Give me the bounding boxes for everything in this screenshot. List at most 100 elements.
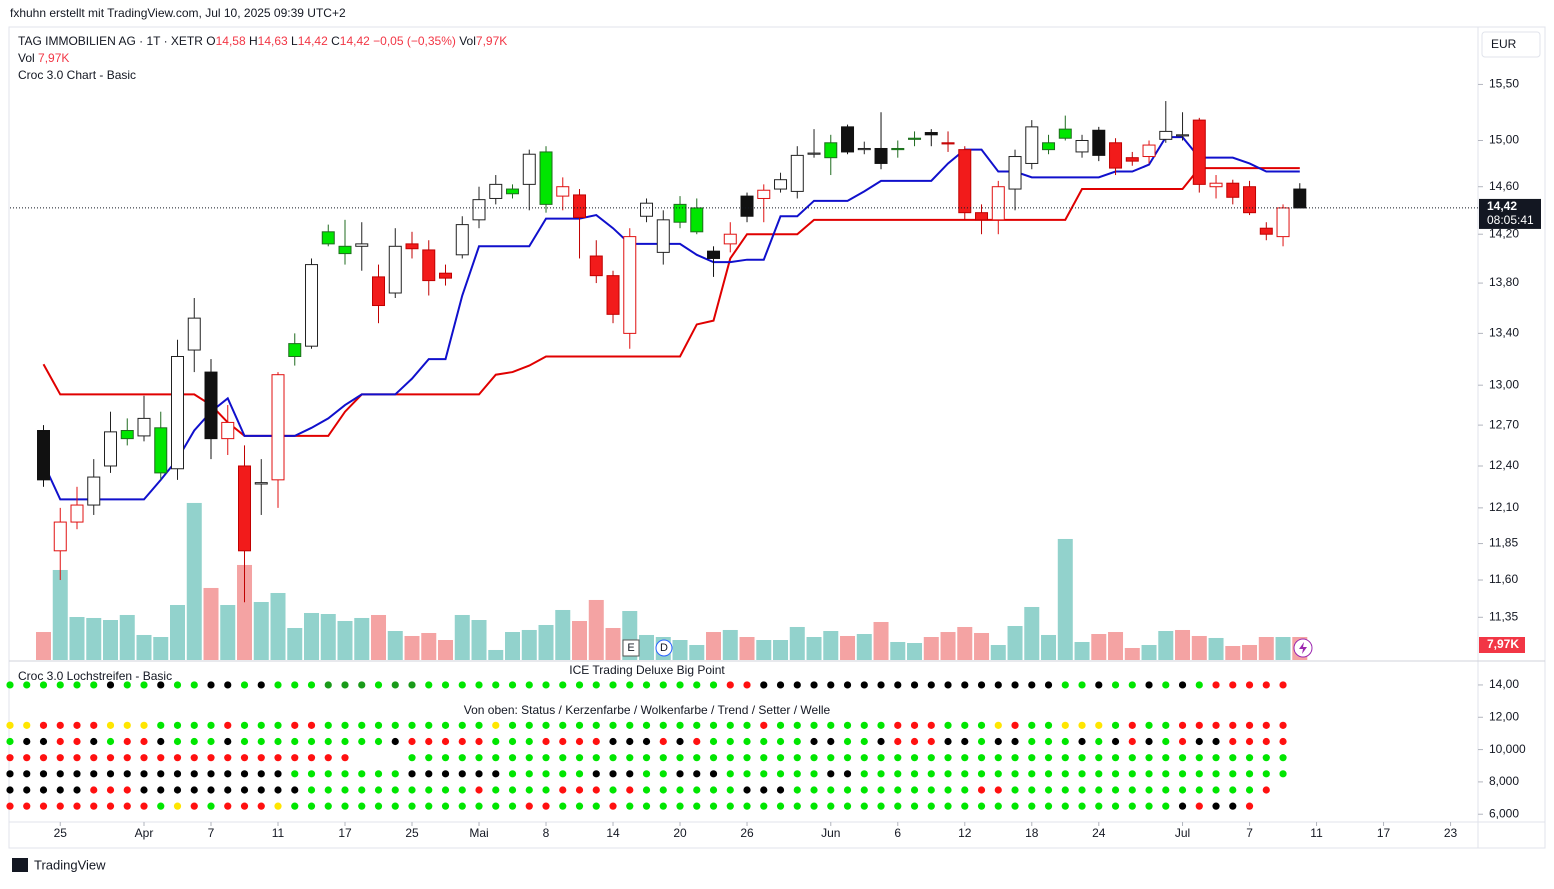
dot	[157, 802, 165, 810]
dot	[877, 802, 885, 810]
dot	[207, 721, 215, 729]
dot	[23, 721, 31, 729]
dot	[408, 802, 416, 810]
dot	[525, 737, 533, 746]
dot	[1061, 786, 1069, 794]
volume-bar	[873, 621, 889, 660]
dot	[458, 770, 466, 778]
dot	[90, 802, 98, 810]
dot	[793, 786, 801, 794]
currency-button[interactable]	[1481, 31, 1541, 58]
o: O	[206, 34, 215, 48]
o-value: 14,58	[216, 34, 246, 48]
dot	[994, 786, 1002, 794]
dot	[1095, 770, 1103, 778]
dot	[257, 721, 265, 729]
dot	[1078, 754, 1086, 762]
dot	[492, 802, 500, 810]
dot	[994, 737, 1002, 746]
volume-bar	[957, 626, 973, 660]
dot	[1162, 737, 1170, 746]
dot	[910, 737, 919, 746]
dot	[324, 786, 332, 794]
dot	[324, 770, 332, 778]
x-tick-label: 17	[1377, 826, 1391, 840]
dot	[173, 681, 182, 689]
dot	[793, 737, 801, 746]
dot	[1111, 770, 1120, 778]
dot	[1245, 802, 1254, 810]
candle-body	[254, 482, 268, 485]
dot	[1178, 737, 1187, 746]
vol-legend: Vol 7,97K	[18, 51, 69, 65]
dot	[609, 721, 617, 729]
y-tick-label: 14,20	[1489, 226, 1519, 240]
candle-body	[1209, 182, 1223, 188]
dot	[358, 737, 366, 746]
dot	[1128, 754, 1136, 762]
volume-bar	[1091, 633, 1107, 660]
volume-bar	[1041, 634, 1057, 660]
x-tick-label: 20	[673, 826, 687, 840]
dot	[994, 721, 1002, 729]
dot	[760, 802, 768, 810]
dot	[307, 770, 316, 778]
l: L	[291, 34, 298, 48]
dot	[207, 737, 215, 746]
dot	[441, 721, 450, 729]
dot	[291, 754, 299, 762]
dot	[609, 786, 617, 794]
dot	[173, 737, 182, 746]
dot	[760, 721, 768, 729]
dot	[224, 770, 232, 778]
dot	[358, 770, 366, 778]
dot	[106, 786, 115, 794]
dot	[1195, 802, 1203, 810]
volume-bar	[1208, 637, 1224, 660]
dot	[793, 754, 801, 762]
dot	[609, 802, 617, 810]
candle-body	[338, 245, 352, 255]
candle-body	[1042, 142, 1056, 151]
volume-bar	[438, 640, 454, 660]
candle-body	[908, 137, 922, 140]
dot	[1111, 721, 1120, 729]
candle-body	[154, 427, 168, 474]
candle-body	[774, 179, 788, 190]
dot	[391, 802, 399, 810]
dot	[525, 802, 533, 810]
dot	[709, 754, 718, 762]
dot	[1111, 786, 1120, 794]
dot	[642, 681, 651, 689]
event-e[interactable]	[622, 639, 640, 657]
dot	[1078, 681, 1086, 689]
dot	[56, 770, 64, 778]
volume-bar	[990, 644, 1006, 660]
event-d[interactable]	[655, 639, 673, 657]
y-tick-label: 11,35	[1489, 609, 1518, 623]
dot	[123, 737, 131, 746]
dot	[609, 681, 617, 689]
dot	[291, 786, 299, 794]
dot	[693, 754, 701, 762]
dot	[190, 786, 198, 794]
dot	[508, 721, 517, 729]
dot	[877, 786, 885, 794]
x-tick-label: 26	[740, 826, 754, 840]
dot	[492, 681, 500, 689]
dot	[843, 770, 852, 778]
dot	[693, 681, 701, 689]
dot	[324, 754, 332, 762]
dot	[257, 681, 265, 689]
dot	[1011, 754, 1019, 762]
vol: Vol	[18, 51, 35, 65]
dot	[525, 770, 533, 778]
dot	[760, 754, 768, 762]
dot	[6, 770, 14, 778]
dot	[39, 721, 48, 729]
candle-body	[1276, 207, 1290, 238]
dot	[374, 802, 383, 810]
volume-bar	[52, 569, 68, 660]
dot	[743, 681, 751, 689]
dot	[994, 754, 1002, 762]
